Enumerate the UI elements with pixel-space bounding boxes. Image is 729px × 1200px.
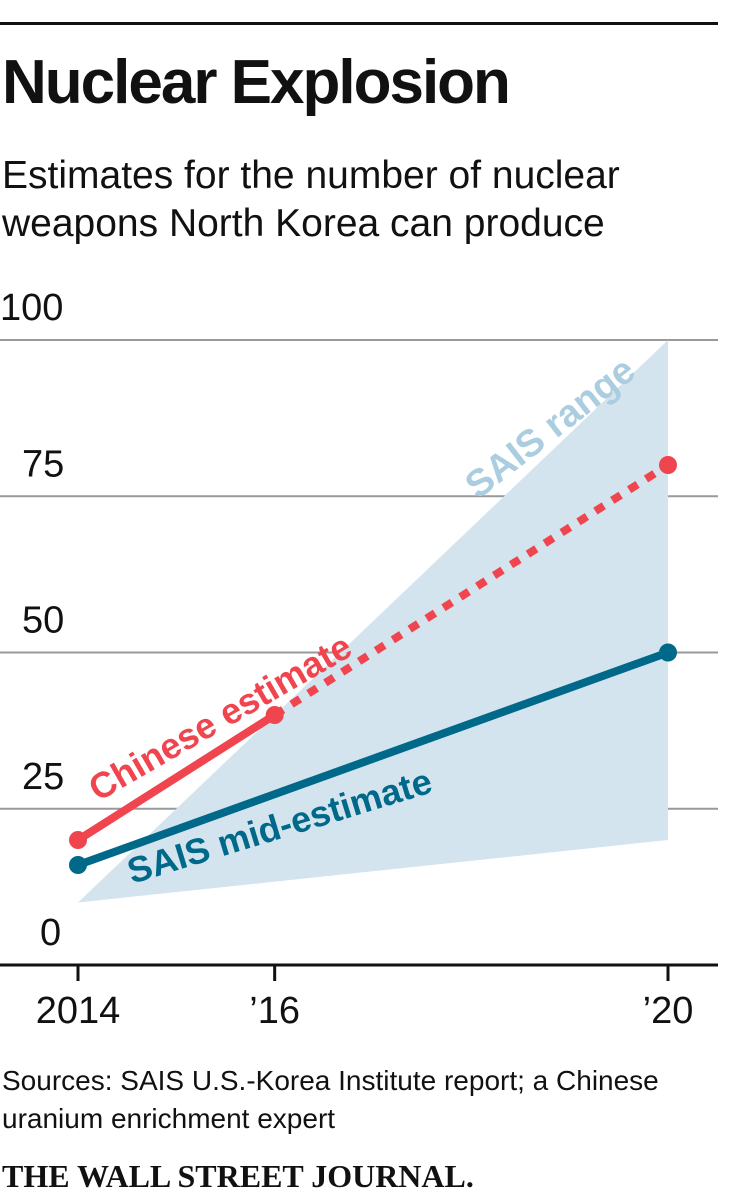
y-tick-label-25: 25 xyxy=(22,756,64,798)
chinese-estimate-point-2014 xyxy=(69,831,87,849)
series-points xyxy=(69,456,677,874)
chart-title: Nuclear Explosion xyxy=(2,48,511,117)
series-lines xyxy=(74,461,672,869)
sais-range-area-group xyxy=(78,340,668,903)
sais-mid-estimate-line xyxy=(74,648,672,869)
x-tick-label-2014: 2014 xyxy=(36,990,121,1032)
top-rule xyxy=(0,22,718,25)
y-tick-label-50: 50 xyxy=(22,600,64,642)
source-note: Sources: SAIS U.S.-Korea Institute repor… xyxy=(2,1065,659,1134)
y-tick-label-100: 100 xyxy=(0,287,63,329)
chinese-estimate-projection-line xyxy=(272,461,671,719)
x-tick-label-2016: ’16 xyxy=(249,990,300,1032)
chart-subtitle: Estimates for the number of nuclear weap… xyxy=(2,154,620,245)
sais-mid-estimate-point-2014 xyxy=(69,856,87,874)
y-tick-label-75: 75 xyxy=(22,443,64,485)
x-tick-label-2020: ’20 xyxy=(643,990,694,1032)
tick-labels: 0 25 50 75 100 2014 ’16 ’20 xyxy=(0,287,693,1032)
chinese-estimate-point-2016 xyxy=(265,706,284,724)
chinese-estimate-point-2020 xyxy=(659,456,677,474)
y-tick-label-0: 0 xyxy=(40,912,61,954)
sais-range-area xyxy=(78,340,668,903)
wsj-logo: THE WALL STREET JOURNAL. xyxy=(2,1158,474,1194)
sais-mid-estimate-point-2020 xyxy=(659,643,677,662)
chinese-estimate-line xyxy=(74,711,279,844)
